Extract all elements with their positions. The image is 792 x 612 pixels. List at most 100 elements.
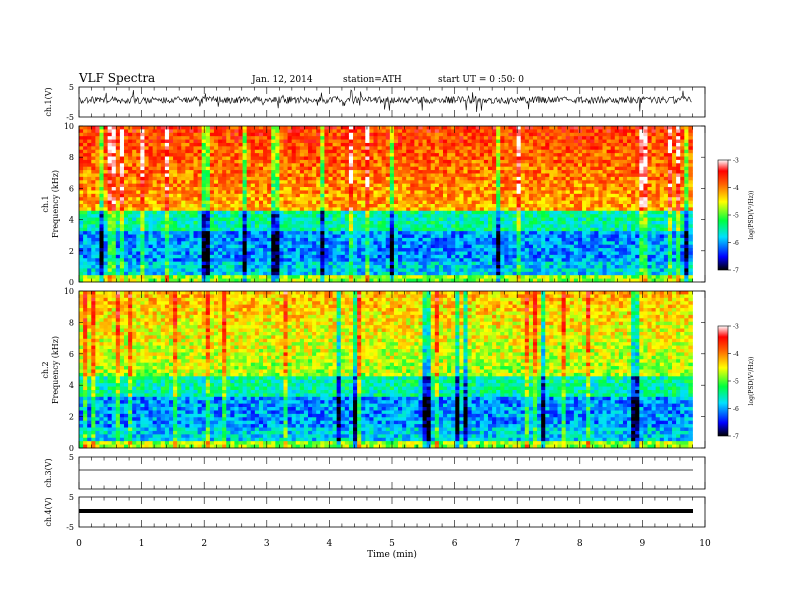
ch1-spectrogram-cell: [369, 190, 374, 195]
ch1-spectrogram-cell: [434, 149, 440, 154]
ch1-spectrogram-cell: [430, 159, 436, 164]
ch1-spectrogram-cell: [168, 149, 174, 154]
ch1-spectrogram-cell: [316, 156, 321, 161]
ch1-spectrogram-cell: [91, 166, 96, 171]
ch1-spectrogram-cell: [545, 227, 550, 232]
ch1-spectrogram-cell: [422, 142, 428, 147]
ch1-spectrogram-cell: [447, 234, 452, 239]
ch1-spectrogram-cell: [385, 214, 391, 218]
ch1-spectrogram-cell: [434, 166, 440, 171]
ch1-spectrogram-cell: [659, 129, 665, 134]
ch1-spectrogram-cell: [622, 224, 628, 229]
ch1-spectrogram-cell: [115, 126, 121, 130]
ch1-spectrogram-cell: [238, 190, 243, 195]
ch1-spectrogram-cell: [537, 204, 542, 208]
ch1-spectrogram-cell: [516, 190, 522, 195]
ch1-spectrogram-cell: [295, 224, 301, 229]
ch1-spectrogram-cell: [618, 142, 624, 147]
ch1-spectrogram-cell: [537, 220, 542, 225]
ch1-spectrogram-cell: [512, 176, 518, 181]
ch1-spectrogram-cell: [594, 176, 599, 181]
ch1-spectrogram-cell: [614, 126, 620, 130]
ch1-spectrogram-cell: [279, 180, 284, 185]
ch1-spectrogram-cell: [483, 217, 489, 222]
ch1-spectrogram-cell: [197, 224, 203, 229]
ch1-spectrogram-cell: [201, 207, 207, 212]
ch1-spectrogram-cell: [422, 180, 428, 185]
ch1-spectrogram-cell: [598, 166, 603, 171]
ch1-spectrogram-cell: [549, 234, 554, 239]
ch1-spectrogram-cell: [631, 200, 636, 205]
ch1-spectrogram-cell: [132, 220, 137, 225]
ch1-spectrogram-cell: [434, 217, 440, 222]
ch1-spectrogram-cell: [672, 210, 677, 215]
ch1-spectrogram-cell: [320, 214, 325, 218]
ch1-spectrogram-cell: [279, 139, 284, 144]
ch1-spectrogram-cell: [598, 132, 603, 137]
ch1-spectrogram-cell: [586, 180, 591, 185]
ch1-spectrogram-cell: [532, 156, 538, 161]
ch1-spectrogram-cell: [398, 200, 403, 205]
ch1-spectrogram-cell: [242, 176, 248, 181]
ch1-spectrogram-cell: [467, 210, 473, 215]
ch1-spectrogram-cell: [500, 220, 505, 225]
ch1-spectrogram-cell: [402, 214, 407, 218]
ch1-spectrogram-cell: [627, 227, 632, 232]
ch1-spectrogram-cell: [508, 136, 513, 140]
ch1-spectrogram-cell: [156, 210, 162, 215]
ch1-spectrogram-cell: [181, 153, 186, 157]
ch1-spectrogram-cell: [500, 197, 505, 202]
ch1-spectrogram-cell: [189, 183, 194, 188]
ch1-spectrogram-cell: [455, 197, 460, 202]
ch1-spectrogram-cell: [123, 153, 129, 157]
ch1-spectrogram-cell: [189, 187, 194, 191]
ch1-spectrogram-cell: [508, 170, 513, 174]
ch1-spectrogram-cell: [353, 190, 358, 195]
ch1-spectrogram-cell: [168, 237, 174, 242]
ch1-spectrogram-cell: [680, 187, 685, 191]
ch1-spectrogram-cell: [230, 149, 235, 154]
ch1-spectrogram-cell: [361, 220, 366, 225]
ch1-spectrogram-cell: [524, 183, 530, 188]
ch1-spectrogram-cell: [83, 187, 88, 191]
ch1-spectrogram-cell: [545, 204, 550, 208]
ch1-spectrogram-cell: [303, 156, 309, 161]
ch1-spectrogram-cell: [594, 234, 599, 239]
ch1-spectrogram-cell: [287, 176, 293, 181]
ch1-spectrogram-cell: [238, 224, 243, 229]
ch1-spectrogram-cell: [201, 146, 207, 151]
ch1-spectrogram-cell: [537, 183, 542, 188]
ch1-spectrogram-cell: [357, 207, 362, 212]
ch1-spectrogram-cell: [377, 173, 383, 178]
ch1-spectrogram-cell: [254, 156, 260, 161]
ch1-spectrogram-cell: [181, 207, 186, 212]
ch1-spectrogram-cell: [340, 149, 346, 154]
ch1-spectrogram-cell: [271, 126, 276, 130]
ch1-spectrogram-cell: [516, 204, 522, 208]
ch1-spectrogram-cell: [279, 190, 284, 195]
ch1-spectrogram-cell: [381, 210, 387, 215]
ch1-spectrogram-cell: [299, 183, 305, 188]
ch1-spectrogram-cell: [324, 234, 329, 239]
ch1-spectrogram-cell: [545, 126, 550, 130]
ch1-spectrogram-cell: [312, 193, 317, 198]
ch1-spectrogram-cell: [655, 234, 661, 239]
ch1-spectrogram-cell: [312, 139, 317, 144]
ch1-spectrogram-cell: [99, 146, 104, 151]
ch1-spectrogram-cell: [643, 126, 648, 130]
ch1-spectrogram-cell: [610, 193, 616, 198]
ch1-spectrogram-cell: [201, 200, 207, 205]
ch1-spectrogram-cell: [377, 234, 383, 239]
ch1-spectrogram-cell: [181, 163, 186, 168]
ch1-spectrogram-cell: [148, 187, 154, 191]
ch1-spectrogram-cell: [353, 217, 358, 222]
ch1-spectrogram-cell: [308, 132, 313, 137]
ch1-spectrogram-cell: [283, 142, 288, 147]
ch1-spectrogram-cell: [406, 163, 411, 168]
ch1-spectrogram-cell: [119, 220, 125, 225]
ch1-spectrogram-cell: [324, 190, 329, 195]
ch1-spectrogram-cell: [377, 207, 383, 212]
ch1-spectrogram-cell: [168, 193, 174, 198]
ch1-spectrogram-cell: [508, 214, 513, 218]
ch1-spectrogram-cell: [91, 146, 96, 151]
